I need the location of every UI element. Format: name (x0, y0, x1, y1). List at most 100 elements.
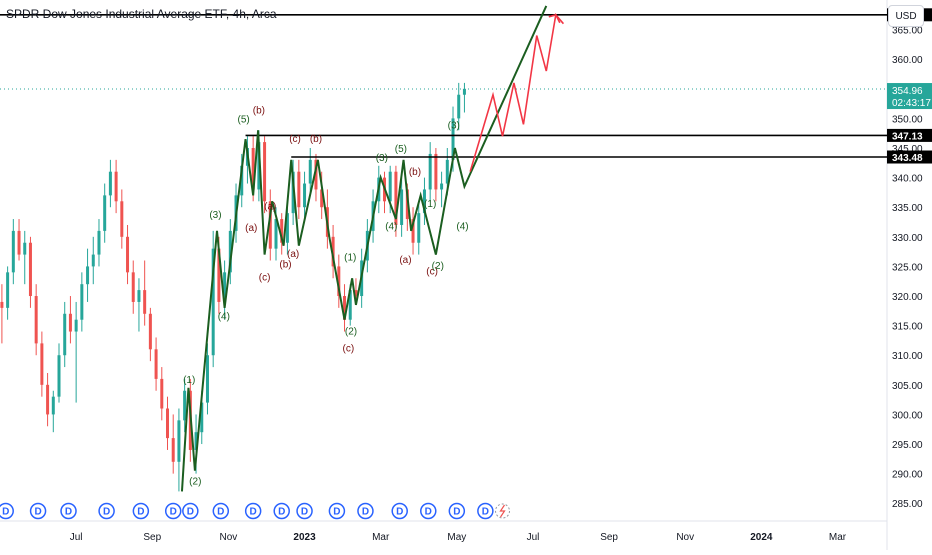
wave-label: (b) (279, 260, 291, 271)
wave-label: (c) (342, 344, 354, 355)
last-price-badge (887, 83, 932, 110)
time-tick-label: 2023 (293, 532, 316, 543)
candle-body (303, 183, 307, 208)
candle-body (200, 402, 204, 433)
candle-body (205, 355, 209, 403)
dividend-label: D (362, 507, 369, 518)
candle-body (217, 248, 221, 302)
dividend-label: D (34, 507, 41, 518)
candle-body (240, 165, 244, 196)
wave-label: (2) (432, 261, 444, 272)
wave-label: (2) (189, 476, 201, 487)
candle-body (86, 266, 90, 285)
dividend-label: D (425, 507, 432, 518)
wave-label: (b) (409, 167, 421, 178)
wave-labels-layer: (1)(2)(3)(4)(5)(b)(a)(a)(c)(b)(a)(c) (b)(… (183, 106, 469, 488)
dividend-marker (132, 502, 150, 520)
candle-body (434, 153, 438, 190)
time-tick-label: Mar (372, 532, 390, 543)
candle-body (57, 355, 61, 397)
price-tick-label: 295.00 (892, 440, 923, 451)
candle-body (120, 201, 124, 237)
price-tick-label: 320.00 (892, 292, 923, 303)
candle-body (354, 290, 358, 297)
candle-body (451, 118, 455, 160)
candle-body (457, 94, 461, 119)
candle-body (160, 378, 164, 409)
candle-body (297, 171, 301, 208)
wave-label: (a) (399, 255, 411, 266)
candle-body (23, 242, 27, 255)
dividend-marker (244, 502, 262, 520)
candle-body (194, 432, 198, 450)
candle-body (183, 390, 187, 421)
dividend-marker (357, 502, 374, 520)
level-price-badge (887, 150, 932, 164)
currency-button[interactable]: USD (888, 5, 924, 27)
candle-body (320, 189, 324, 208)
wave-label: (1) (344, 253, 356, 264)
candle-body (114, 171, 118, 202)
dividend-marker (98, 502, 115, 520)
wave-label: (3) (209, 210, 221, 221)
candle-body (74, 319, 78, 332)
candle-body (394, 171, 398, 225)
level-price-badge (887, 128, 932, 142)
levels-layer (0, 14, 887, 158)
candle-body (308, 159, 312, 184)
price-tick-label: 310.00 (892, 351, 923, 362)
candle-body (46, 384, 50, 415)
wave-label: (a) (264, 202, 276, 213)
candle-body (28, 242, 32, 297)
candle-body (177, 420, 181, 462)
time-scale: Jul Sep Nov 2023 Mar May Jul Sep Nov 2024 Mar (70, 532, 847, 543)
dividend-label: D (137, 507, 144, 518)
time-tick-label: Sep (143, 532, 161, 543)
wave-label: (c) (289, 134, 301, 145)
wave-label: (b) (310, 134, 322, 145)
candle-body (143, 290, 147, 314)
candles-layer (0, 82, 466, 492)
price-scale: 285.00 290.00 295.00 300.00 305.00 310.00 315.… (887, 8, 932, 510)
level-price-label: 343.48 (892, 153, 923, 164)
candle-body (400, 189, 404, 225)
price-tick-label: 290.00 (892, 470, 923, 481)
wave-label: (c) (426, 267, 438, 278)
wave-label: (4) (385, 222, 397, 233)
candle-body (417, 213, 421, 243)
candle-body (34, 296, 38, 344)
candle-body (171, 438, 175, 462)
candle-body (166, 408, 170, 439)
elliott-wave-line (180, 5, 548, 492)
dividend-marker (448, 502, 466, 520)
price-tick-label: 305.00 (892, 381, 923, 392)
wave-label: (a) (287, 249, 299, 260)
chart-title: SPDR Dow Jones Industrial Average ETF, 4… (6, 7, 277, 21)
candle-body (257, 142, 261, 190)
dividend-label: D (453, 507, 460, 518)
candle-body (40, 343, 44, 385)
dividend-marker (273, 502, 290, 520)
price-tick-label: 340.00 (892, 174, 923, 185)
candle-body (280, 219, 284, 243)
time-tick-label: Mar (829, 532, 847, 543)
dividend-marker (29, 502, 47, 520)
candle-body (331, 236, 335, 267)
candle-body (314, 159, 318, 190)
candle-body (103, 195, 107, 231)
wave-label: (b) (253, 106, 265, 117)
wave-label: (3) (448, 120, 460, 131)
wave-label: (2) (345, 327, 357, 338)
time-tick-label: 2024 (750, 532, 773, 543)
dividend-marker (60, 502, 77, 520)
candle-body (68, 313, 72, 332)
dividend-label: D (333, 507, 340, 518)
candle-body (148, 313, 152, 350)
candle-body (17, 230, 21, 255)
candle-body (388, 171, 392, 202)
wave-label: (c) (259, 273, 271, 284)
candle-body (440, 183, 444, 190)
dividend-label: D (278, 507, 285, 518)
